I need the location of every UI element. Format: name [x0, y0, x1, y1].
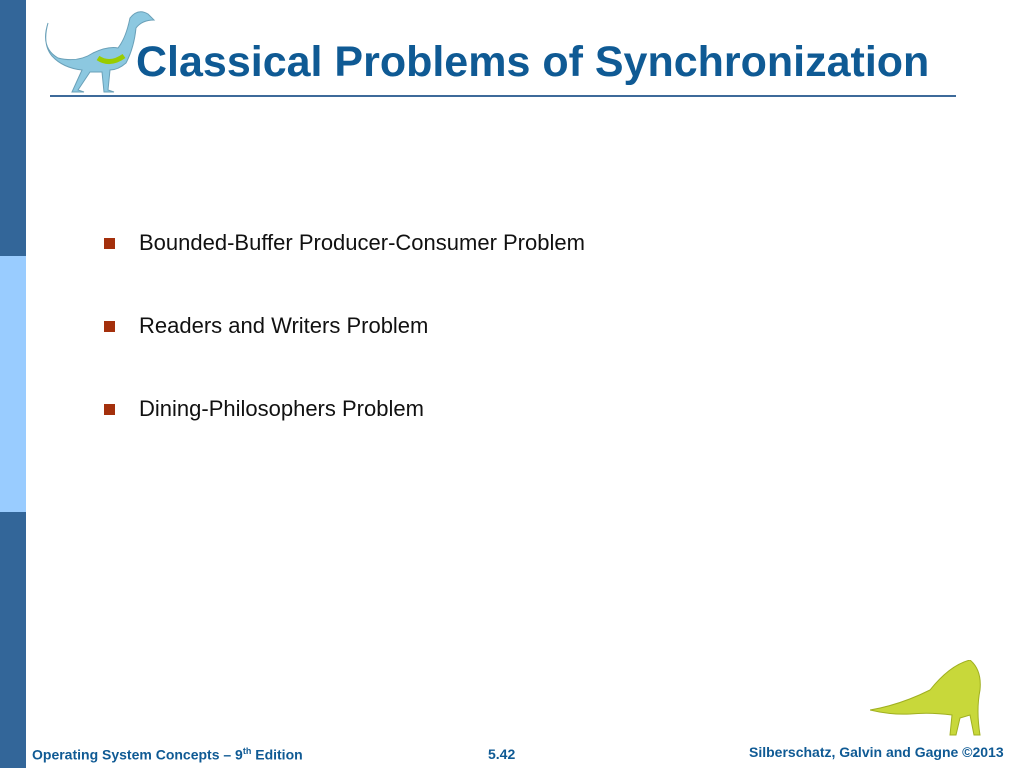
sidebar-band-bottom	[0, 512, 26, 768]
slide-title: Classical Problems of Synchronization	[136, 38, 930, 86]
bullet-item: Readers and Writers Problem	[104, 309, 585, 343]
footer-book-title: Operating System Concepts – 9th Edition	[32, 746, 303, 763]
footer-book-prefix: Operating System Concepts – 9	[32, 746, 243, 763]
square-bullet-icon	[104, 320, 115, 332]
bullet-list: Bounded-Buffer Producer-Consumer Problem…	[104, 226, 585, 475]
footer-book-sup: th	[242, 746, 252, 756]
footer-copyright: Silberschatz, Galvin and Gagne ©2013	[749, 744, 1004, 760]
page-number: 5.42	[488, 746, 516, 762]
sidebar-band-middle	[0, 256, 26, 512]
sidebar-band-top	[0, 0, 26, 256]
footer-book-suffix: Edition	[251, 746, 303, 763]
title-divider	[50, 95, 956, 97]
bullet-item: Bounded-Buffer Producer-Consumer Problem	[104, 226, 585, 260]
dinosaur-logo-icon	[45, 11, 156, 93]
bullet-text: Dining-Philosophers Problem	[139, 396, 424, 421]
bullet-text: Bounded-Buffer Producer-Consumer Problem	[139, 230, 585, 255]
square-bullet-icon	[104, 237, 115, 249]
bullet-item: Dining-Philosophers Problem	[104, 392, 585, 426]
square-bullet-icon	[104, 403, 115, 415]
bullet-text: Readers and Writers Problem	[139, 313, 429, 338]
dinosaur-footer-icon	[870, 660, 981, 736]
